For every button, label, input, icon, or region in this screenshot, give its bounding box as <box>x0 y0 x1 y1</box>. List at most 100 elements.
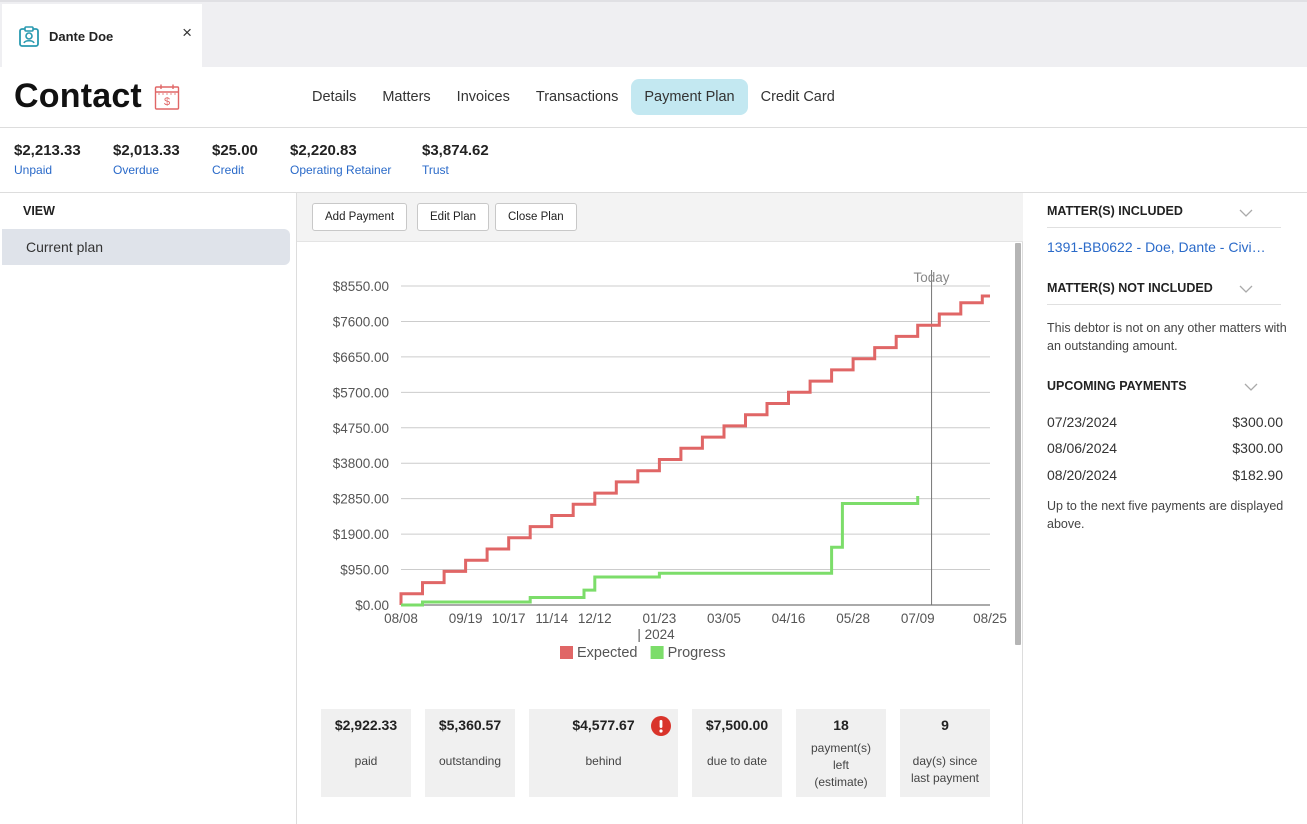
x-tick-label: 01/23 <box>642 611 676 626</box>
payment-date: 08/06/2024 <box>1047 440 1118 456</box>
stat-link[interactable]: Credit <box>212 163 245 177</box>
stat-value: $2,213.33 <box>14 142 81 159</box>
tab-matters[interactable]: Matters <box>382 89 431 105</box>
legend-swatch-progress <box>650 646 664 659</box>
card-value: $2,922.33 <box>334 717 398 733</box>
x-tick-label: 05/28 <box>836 611 870 626</box>
card-label: payment(s) <box>810 741 872 755</box>
today-label: Today <box>914 270 950 285</box>
card-label: day(s) since <box>912 754 978 768</box>
stat-value: $2,013.33 <box>113 142 180 159</box>
card-label: (estimate) <box>814 775 868 789</box>
legend-label: Progress <box>668 645 726 661</box>
stat-link[interactable]: Operating Retainer <box>290 163 392 177</box>
matters-not-included-heading[interactable]: MATTER(S) NOT INCLUDED <box>1047 281 1281 305</box>
add-payment-button[interactable]: Add Payment <box>312 203 408 231</box>
payment-amount: $182.90 <box>1232 467 1283 483</box>
x-year-label: | 2024 <box>637 627 675 642</box>
card-paid: $2,922.33 paid <box>321 709 411 797</box>
card-value: $7,500.00 <box>705 717 769 733</box>
series-line-expected <box>399 294 990 605</box>
card-days-since: 9 day(s) since last payment <box>900 709 990 797</box>
y-tick-label: $4750.00 <box>333 421 389 436</box>
stat-value: $2,220.83 <box>290 142 357 159</box>
close-tab-icon[interactable]: × <box>182 23 192 42</box>
plan-toolbar: Add Payment Edit Plan Close Plan <box>297 193 1023 242</box>
stat-link[interactable]: Unpaid <box>14 163 53 177</box>
stat-link[interactable]: Overdue <box>113 163 160 177</box>
card-label: outstanding <box>438 754 502 768</box>
svg-text:$: $ <box>164 96 170 108</box>
payment-row: 08/06/2024 $300.00 <box>1047 440 1283 456</box>
edit-plan-button[interactable]: Edit Plan <box>417 203 490 231</box>
card-label: due to date <box>706 754 768 768</box>
x-tick-label: 08/08 <box>384 611 418 626</box>
x-tick-label: 07/09 <box>901 611 935 626</box>
stat-trust: $3,874.62 Trust <box>422 142 489 177</box>
y-tick-label: $2850.00 <box>333 492 389 507</box>
y-tick-label: $6650.00 <box>333 350 389 365</box>
stat-value: $25.00 <box>212 142 258 159</box>
payment-date: 08/20/2024 <box>1047 467 1118 483</box>
legend-label: Expected <box>577 645 637 661</box>
y-tick-label: $5700.00 <box>333 385 389 400</box>
stat-credit: $25.00 Credit <box>212 142 258 177</box>
contact-tab[interactable]: Dante Doe × <box>2 4 202 69</box>
series-line-progress <box>401 496 920 607</box>
card-value: $5,360.57 <box>438 717 502 733</box>
x-tick-label: 04/16 <box>772 611 806 626</box>
payment-date: 07/23/2024 <box>1047 414 1118 430</box>
tab-details[interactable]: Details <box>312 89 357 105</box>
payment-plan-panel: Add Payment Edit Plan Close Plan $8550.0… <box>297 193 1023 824</box>
x-tick-label: 03/05 <box>707 611 741 626</box>
stat-operating-retainer: $2,220.83 Operating Retainer <box>290 142 391 177</box>
tab-transactions[interactable]: Transactions <box>535 89 619 105</box>
matter-link[interactable]: 1391-BB0622 - Doe, Dante - Civi… <box>1047 239 1266 255</box>
tab-payment-plan[interactable]: Payment Plan <box>631 79 748 115</box>
matters-included-heading[interactable]: MATTER(S) INCLUDED <box>1047 204 1281 228</box>
payment-row: 07/23/2024 $300.00 <box>1047 414 1283 430</box>
upcoming-note: Up to the next five payments are display… <box>1047 499 1284 531</box>
upcoming-payments-heading[interactable]: UPCOMING PAYMENTS <box>1047 379 1187 393</box>
y-tick-label: $8550.00 <box>333 279 389 294</box>
x-tick-label: 10/17 <box>492 611 526 626</box>
stat-overdue: $2,013.33 Overdue <box>113 142 180 177</box>
y-tick-label: $3800.00 <box>333 456 389 471</box>
chevron-down-icon[interactable] <box>1239 208 1253 218</box>
card-due-to-date: $7,500.00 due to date <box>692 709 782 797</box>
tab-invoices[interactable]: Invoices <box>456 89 510 105</box>
chevron-down-icon[interactable] <box>1239 284 1253 294</box>
y-tick-label: $0.00 <box>355 598 389 613</box>
tab-credit-card[interactable]: Credit Card <box>760 89 835 105</box>
legend-swatch-expected <box>560 646 573 659</box>
card-label: last payment <box>910 771 980 785</box>
x-tick-label: 12/12 <box>578 611 612 626</box>
view-heading: VIEW <box>23 204 55 218</box>
card-value: $4,577.67 <box>572 717 635 733</box>
stat-link[interactable]: Trust <box>422 163 449 177</box>
contact-card-icon <box>18 25 40 48</box>
balance-summary: $2,213.33 Unpaid $2,013.33 Overdue $25.0… <box>0 128 1307 193</box>
chevron-down-icon[interactable] <box>1244 382 1258 392</box>
card-outstanding: $5,360.57 outstanding <box>425 709 515 797</box>
contact-nav: Details Matters Invoices Transactions Pa… <box>299 79 848 115</box>
card-label: paid <box>354 754 378 768</box>
payment-plan-chart: $8550.00 $7600.00 $6650.00 $5700.00 $4750.00… <box>333 270 1007 661</box>
payment-amount: $300.00 <box>1232 440 1283 456</box>
scrollbar[interactable] <box>1015 243 1021 645</box>
card-value: 9 <box>941 717 949 733</box>
close-plan-button[interactable]: Close Plan <box>495 203 577 231</box>
alert-icon <box>651 716 671 736</box>
x-tick-label: 08/25 <box>973 611 1007 626</box>
page-header: Contact $ Details Matters Invoices Trans… <box>0 67 1307 128</box>
y-tick-label: $1900.00 <box>333 527 389 542</box>
card-value: 18 <box>833 717 849 733</box>
view-sidebar: VIEW Current plan <box>0 193 297 824</box>
card-behind: $4,577.67 behind <box>529 709 678 797</box>
card-label: behind <box>585 754 622 768</box>
sidebar-item-current-plan[interactable]: Current plan <box>2 229 290 265</box>
billing-calendar-icon[interactable]: $ <box>154 83 180 111</box>
not-included-note: This debtor is not on any other matters … <box>1047 321 1287 353</box>
card-label: left <box>832 758 849 772</box>
payment-row: 08/20/2024 $182.90 <box>1047 467 1283 483</box>
